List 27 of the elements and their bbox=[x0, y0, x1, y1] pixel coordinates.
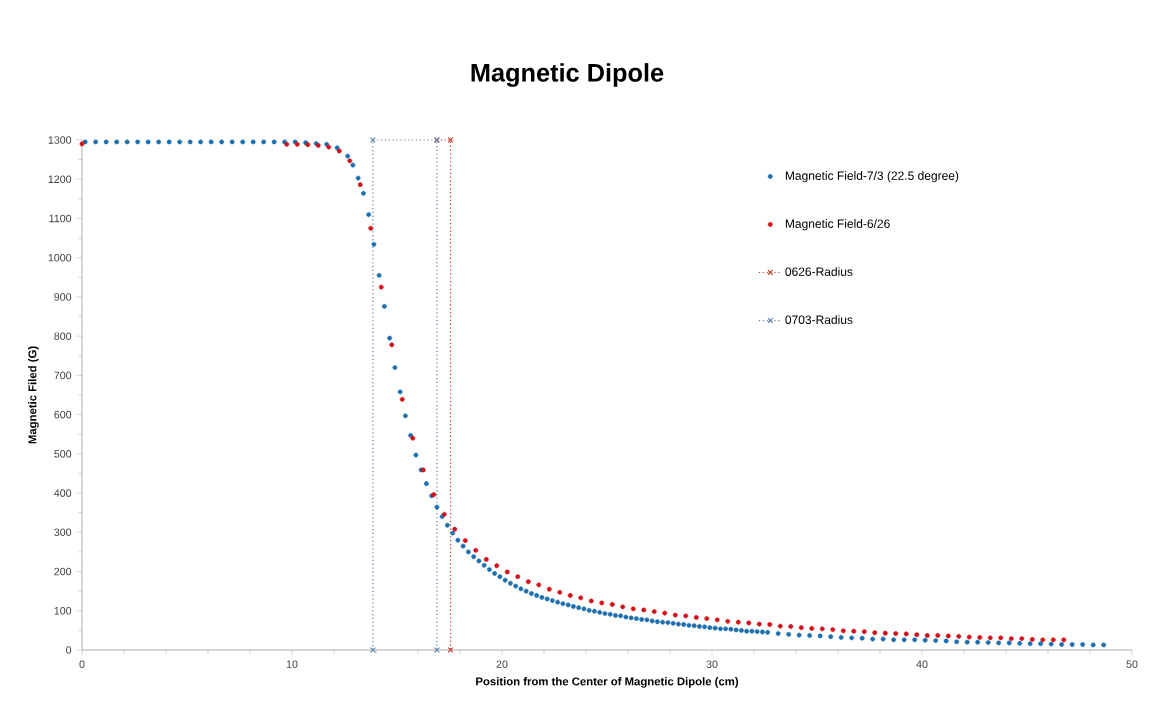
y-tick-label: 1300 bbox=[48, 136, 72, 144]
x-tick-label: 40 bbox=[916, 660, 928, 668]
y-tick-label: 1000 bbox=[48, 253, 72, 262]
y-tick-label: 1100 bbox=[49, 214, 72, 223]
x-tick-label: 10 bbox=[286, 660, 298, 668]
chart-title: Magnetic Dipole bbox=[471, 63, 664, 87]
y-axis-title: Magnetic Filed (G) bbox=[28, 346, 39, 444]
y-tick-label: 300 bbox=[54, 528, 72, 537]
x-tick-label: 50 bbox=[1126, 660, 1138, 668]
y-tick-label: 100 bbox=[54, 607, 72, 615]
x-tick-label: 0 bbox=[79, 660, 85, 668]
legend-label: 0626-Radius bbox=[785, 267, 853, 276]
y-tick-label: 200 bbox=[54, 567, 72, 576]
y-tick-label: 400 bbox=[54, 489, 72, 497]
legend-label: Magnetic Field-7/3 (22.5 degree) bbox=[785, 171, 959, 183]
y-tick-label: 0 bbox=[66, 646, 72, 654]
y-tick-label: 1200 bbox=[48, 175, 72, 183]
x-axis-title: Position from the Center of Magnetic Dipole (cm) bbox=[476, 677, 739, 688]
y-tick-label: 700 bbox=[54, 371, 72, 380]
y-tick-label: 600 bbox=[54, 410, 72, 419]
x-tick-label: 30 bbox=[706, 660, 718, 668]
legend-label: 0703-Radius bbox=[785, 315, 853, 324]
y-tick-label: 800 bbox=[54, 332, 72, 340]
y-tick-label: 500 bbox=[54, 450, 72, 458]
x-tick-label: 20 bbox=[496, 660, 508, 668]
legend-label: Magnetic Field-6/26 bbox=[785, 219, 890, 231]
y-tick-label: 900 bbox=[54, 293, 72, 301]
